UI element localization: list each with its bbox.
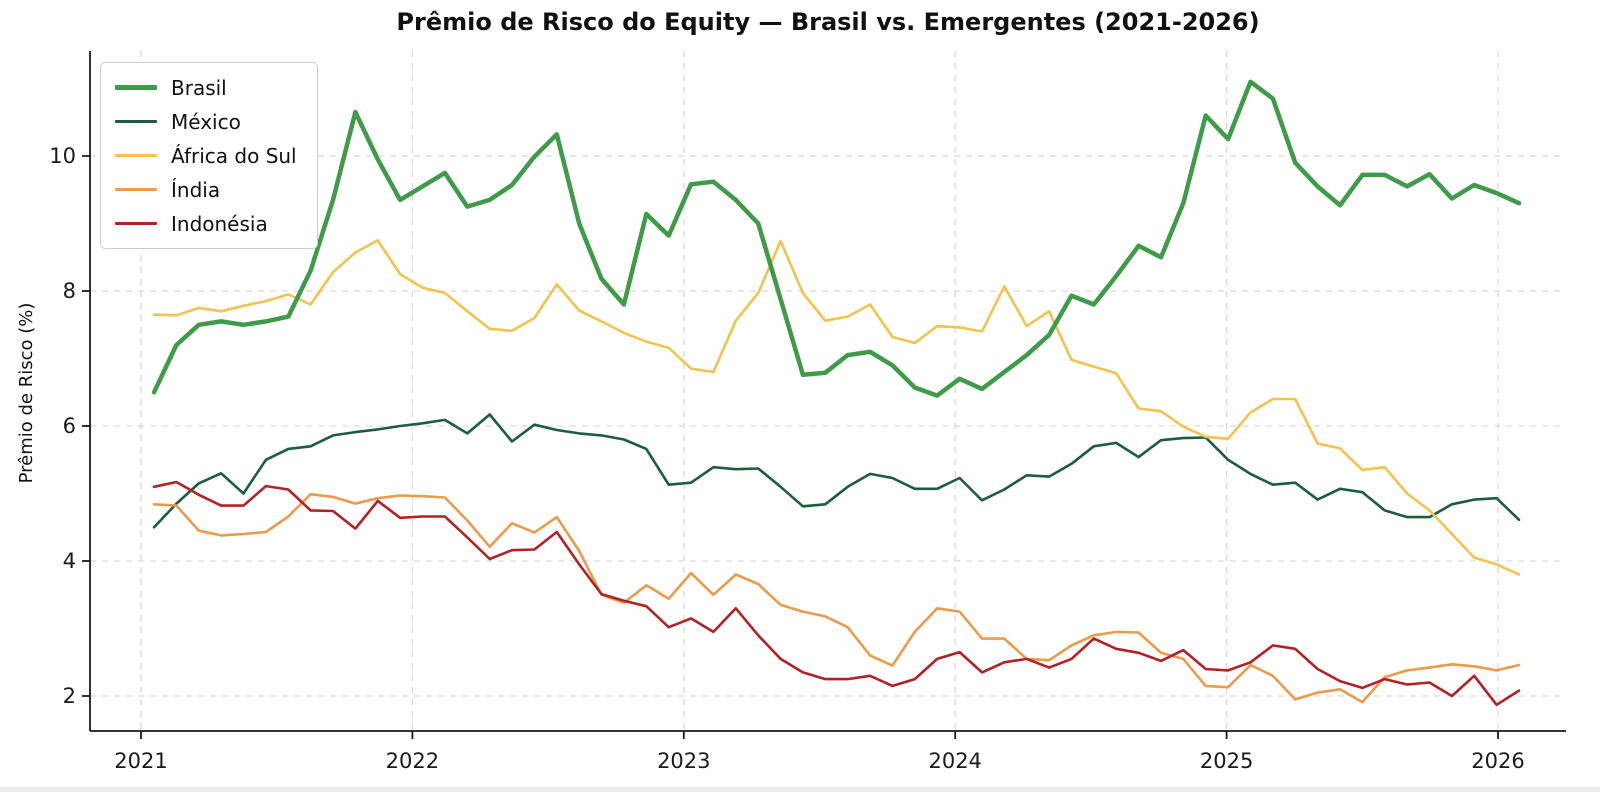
legend-label: África do Sul <box>171 143 297 168</box>
x-tick-label-2026: 2026 <box>1471 749 1524 773</box>
legend-swatch-méxico <box>115 120 157 123</box>
y-axis-label: Prêmio de Risco (%) <box>16 302 37 484</box>
legend-item-méxico: México <box>115 109 297 134</box>
legend-label: Índia <box>171 177 221 202</box>
legend-label: Brasil <box>171 75 227 100</box>
legend-item-áfrica-do-sul: África do Sul <box>115 143 297 168</box>
y-tick-label-8: 8 <box>63 279 76 303</box>
x-tick-label-2025: 2025 <box>1200 749 1253 773</box>
legend-swatch-brasil <box>115 85 157 90</box>
series-line-méxico <box>152 413 1521 529</box>
legend-item-brasil: Brasil <box>115 75 297 100</box>
x-tick-label-2021: 2021 <box>114 749 167 773</box>
series-line-áfrica-do-sul <box>152 239 1521 576</box>
y-tick-label-10: 10 <box>49 144 76 168</box>
y-tick-label-2: 2 <box>63 684 76 708</box>
y-tick-label-6: 6 <box>63 414 76 438</box>
legend-swatch-indonésia <box>115 222 157 225</box>
legend: Brasil México África do Sul Índia Indonésia <box>100 62 318 249</box>
y-tick-label-4: 4 <box>63 549 76 573</box>
legend-label: México <box>171 109 241 134</box>
chart-title: Prêmio de Risco do Equity — Brasil vs. E… <box>396 8 1260 36</box>
x-tick-label-2022: 2022 <box>386 749 439 773</box>
x-tick-label-2024: 2024 <box>928 749 981 773</box>
series-line-brasil <box>151 79 1522 398</box>
x-tick-label-2023: 2023 <box>657 749 710 773</box>
legend-swatch-índia <box>115 188 157 191</box>
legend-swatch-áfrica-do-sul <box>115 154 157 157</box>
legend-item-índia: Índia <box>115 177 297 202</box>
bottom-edge-strip <box>0 787 1600 792</box>
series-line-indonésia <box>152 480 1521 707</box>
series-line-índia <box>152 492 1521 704</box>
legend-label: Indonésia <box>171 211 268 236</box>
legend-item-indonésia: Indonésia <box>115 211 297 236</box>
